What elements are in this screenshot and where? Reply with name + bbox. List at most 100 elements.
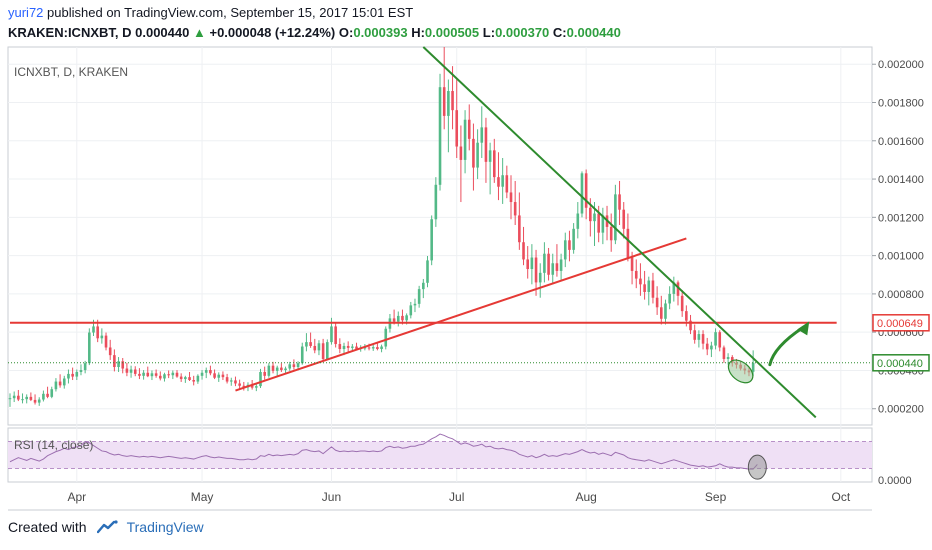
candle-body <box>371 347 375 349</box>
price-tick-label: 0.001200 <box>878 212 924 224</box>
candle-body <box>305 342 308 347</box>
candle-body <box>321 343 325 359</box>
author-link[interactable]: yuri72 <box>8 5 44 20</box>
candle-body <box>417 289 421 304</box>
candle-body <box>292 364 296 368</box>
candle-body <box>451 91 454 111</box>
publish-header: yuri72 published on TradingView.com, Sep… <box>8 5 413 20</box>
candle-body <box>714 332 717 346</box>
candle-body <box>430 219 433 261</box>
candle-body <box>505 175 509 193</box>
candle-body <box>538 272 542 283</box>
chart-symbol-label: ICNXBT, D, KRAKEN <box>14 65 128 79</box>
candle-body <box>75 371 79 377</box>
candle-body <box>309 342 312 346</box>
candle-body <box>593 213 596 222</box>
downtrend-line-line <box>422 46 817 419</box>
candle-body <box>21 399 24 401</box>
candle-body <box>576 213 580 229</box>
footer: Created with TradingView <box>8 519 204 535</box>
candle-body <box>509 192 513 203</box>
candle-body <box>497 177 500 187</box>
candle-body <box>655 297 659 308</box>
candle-body <box>422 282 425 290</box>
candle-body <box>25 396 28 400</box>
candle-body <box>96 326 99 339</box>
candle-body <box>196 375 200 382</box>
price-tag <box>872 354 930 372</box>
candle-body <box>751 362 755 372</box>
time-tick-label: Apr <box>67 490 86 504</box>
candle-body <box>188 377 191 381</box>
candle-body <box>384 328 388 347</box>
candle-body <box>317 343 321 351</box>
tradingview-brand[interactable]: TradingView <box>126 519 204 535</box>
candle-body <box>547 253 550 275</box>
candle-body <box>501 175 504 187</box>
last-price: 0.000440 <box>135 25 190 40</box>
candle-body <box>647 280 651 292</box>
candle-body <box>175 372 179 377</box>
rsi-line <box>9 433 758 470</box>
candle-body <box>555 263 559 271</box>
price-axis[interactable]: 0.002000 0.001800 0.001600 0.001400 0.001200… <box>872 59 930 487</box>
candle-body <box>634 270 638 279</box>
candle-body <box>8 398 12 400</box>
candle-body <box>413 303 417 306</box>
candle-body <box>204 370 208 373</box>
candle-body <box>730 357 734 363</box>
candle-body <box>618 194 621 210</box>
candle-body <box>46 393 49 397</box>
support-trendline-line <box>235 237 687 392</box>
candle-body <box>37 399 41 403</box>
candle-body <box>150 373 154 377</box>
candlestick-series <box>8 47 755 407</box>
price-change: +0.000048 (+12.24%) <box>209 25 336 40</box>
up-arrow-shaft <box>768 325 805 367</box>
candle-body <box>463 119 467 160</box>
candle-body <box>217 374 221 378</box>
time-tick-label: May <box>191 490 214 504</box>
price-tick-label: 0.001000 <box>878 251 924 263</box>
candle-body <box>614 194 617 241</box>
candle-body <box>100 335 104 339</box>
candle-body <box>467 119 471 139</box>
close-value: 0.000440 <box>566 25 621 40</box>
candle-body <box>234 380 237 384</box>
candle-body <box>259 371 262 387</box>
candle-body <box>133 369 137 374</box>
candle-body <box>200 372 204 376</box>
candle-body <box>668 293 671 304</box>
candle-body <box>455 110 459 147</box>
published-text: published on TradingView.com, September … <box>47 5 414 20</box>
candle-body <box>392 318 396 322</box>
candle-body <box>12 395 16 399</box>
candle-body <box>88 332 91 364</box>
candle-body <box>284 368 287 371</box>
candle-body <box>167 374 170 376</box>
time-axis[interactable]: Apr May Jun Jul Aug Sep Oct <box>67 490 850 504</box>
candle-body <box>718 332 722 348</box>
time-tick-label: Jun <box>322 490 341 504</box>
candle-body <box>480 127 484 143</box>
candle-body <box>275 367 279 371</box>
time-tick-label: Aug <box>575 490 596 504</box>
candle-body <box>476 142 479 168</box>
candle-body <box>242 385 246 388</box>
candle-body <box>351 346 354 348</box>
close-label: C: <box>552 25 567 40</box>
candle-body <box>50 389 54 397</box>
candle-body <box>568 240 571 250</box>
low-value: 0.000370 <box>495 25 550 40</box>
price-tick-label: 0.001800 <box>878 98 924 110</box>
candle-body <box>225 377 229 382</box>
candle-body <box>355 346 358 350</box>
candle-body <box>104 335 108 348</box>
candle-body <box>459 146 463 160</box>
candle-body <box>685 311 688 321</box>
candle-body <box>518 215 521 243</box>
rsi-axis-label: 0.0000 <box>878 475 912 487</box>
candle-body <box>92 326 95 333</box>
candle-body <box>434 184 438 220</box>
